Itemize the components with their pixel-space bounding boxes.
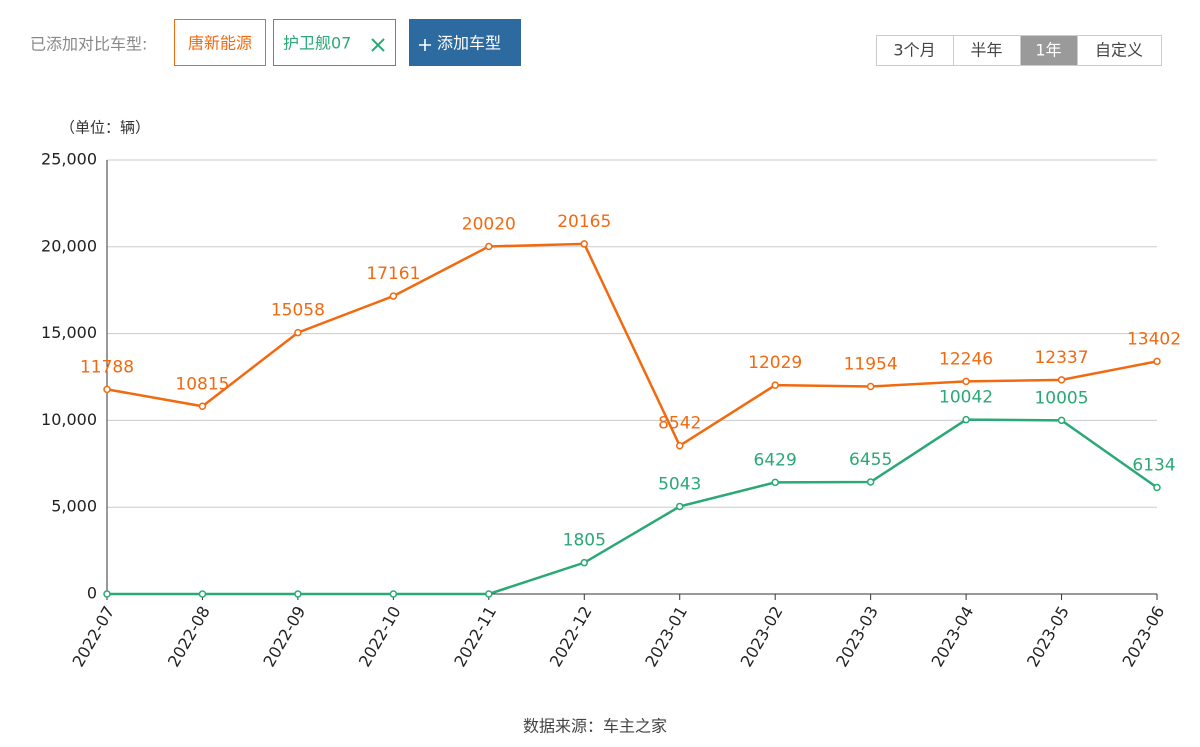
point bbox=[675, 502, 684, 511]
add-button[interactable] bbox=[409, 19, 521, 66]
point bbox=[485, 590, 493, 598]
series-line bbox=[107, 418, 1158, 596]
data-label: 20020 bbox=[462, 214, 516, 234]
data-label: 10042 bbox=[939, 388, 993, 408]
y-tick-label: 10,000 bbox=[41, 410, 97, 429]
y-tick-label: 0 bbox=[87, 584, 97, 603]
point bbox=[485, 242, 493, 251]
point bbox=[1153, 483, 1161, 492]
x-tick-label: 2022-09 bbox=[259, 603, 309, 670]
data-label: 10815 bbox=[175, 374, 229, 394]
data-label: 12337 bbox=[1034, 348, 1088, 368]
data-label: 6455 bbox=[849, 450, 892, 470]
data-label: 12029 bbox=[748, 353, 802, 373]
data-label: 11788 bbox=[80, 357, 134, 377]
point bbox=[103, 385, 111, 394]
data-label: 5043 bbox=[658, 474, 701, 494]
x-tick-label: 2023-05 bbox=[1023, 603, 1073, 670]
point bbox=[1057, 376, 1066, 384]
point bbox=[294, 328, 302, 337]
range-button-label[interactable]: 半年 bbox=[970, 41, 1002, 60]
model-chip-label[interactable]: 护卫舰07 bbox=[283, 34, 351, 53]
point bbox=[962, 415, 970, 424]
y-tick-label: 5,000 bbox=[51, 497, 97, 516]
data-label: 11954 bbox=[844, 354, 898, 374]
y-tick-label: 15,000 bbox=[41, 323, 97, 342]
model-chip[interactable] bbox=[174, 19, 266, 66]
remove-icon[interactable] bbox=[371, 38, 385, 52]
data-label: 13402 bbox=[1127, 329, 1181, 349]
point bbox=[771, 478, 779, 487]
range-button[interactable] bbox=[1020, 35, 1078, 66]
point bbox=[675, 441, 684, 450]
x-tick-label: 2022-08 bbox=[164, 603, 214, 670]
range-button[interactable] bbox=[1077, 35, 1162, 66]
add-button-label[interactable]: 添加车型 bbox=[437, 34, 501, 53]
x-tick-label: 2023-06 bbox=[1118, 603, 1168, 670]
x-tick-label: 2023-04 bbox=[928, 603, 978, 670]
y-tick-label: 20,000 bbox=[41, 236, 97, 255]
data-label: 1805 bbox=[563, 531, 606, 551]
data-label: 8542 bbox=[658, 414, 701, 434]
point bbox=[866, 478, 875, 486]
model-chip-label[interactable]: 唐新能源 bbox=[188, 34, 252, 53]
data-label: 12246 bbox=[939, 349, 993, 369]
range-button-label[interactable]: 自定义 bbox=[1095, 41, 1143, 60]
range-button[interactable] bbox=[953, 35, 1021, 66]
series-line bbox=[106, 242, 1158, 448]
x-tick-label: 2023-01 bbox=[641, 603, 691, 670]
x-tick-label: 2023-02 bbox=[737, 603, 787, 670]
data-label: 6429 bbox=[754, 450, 797, 470]
point bbox=[198, 590, 207, 598]
plus-icon[interactable] bbox=[419, 39, 431, 51]
point bbox=[389, 292, 398, 300]
x-tick-label: 2022-11 bbox=[450, 603, 500, 670]
y-unit: （单位：辆） bbox=[60, 119, 150, 137]
data-label: 15058 bbox=[271, 301, 325, 321]
range-button[interactable] bbox=[876, 35, 954, 66]
data-label: 6134 bbox=[1132, 456, 1175, 476]
point bbox=[866, 382, 875, 391]
data-label: 20165 bbox=[557, 212, 611, 232]
point bbox=[389, 590, 398, 598]
data-label: 17161 bbox=[366, 264, 420, 284]
point bbox=[198, 402, 207, 411]
range-button-label[interactable]: 3个月 bbox=[893, 41, 935, 60]
x-tick-label: 2022-10 bbox=[355, 603, 405, 670]
point bbox=[962, 377, 970, 386]
compare-label: 已添加对比车型: bbox=[30, 35, 147, 54]
x-tick-label: 2022-07 bbox=[68, 603, 118, 670]
point bbox=[1153, 357, 1161, 366]
point bbox=[1057, 416, 1066, 425]
point bbox=[294, 590, 302, 598]
point bbox=[580, 558, 589, 567]
data-label: 10005 bbox=[1034, 388, 1088, 408]
point bbox=[103, 590, 111, 598]
point bbox=[580, 240, 589, 248]
y-tick-label: 25,000 bbox=[41, 150, 97, 169]
range-button-label[interactable]: 1年 bbox=[1035, 41, 1061, 60]
x-tick-label: 2023-03 bbox=[832, 603, 882, 670]
x-tick-label: 2022-12 bbox=[546, 603, 596, 670]
source: 数据来源：车主之家 bbox=[523, 717, 667, 736]
point bbox=[771, 381, 779, 389]
